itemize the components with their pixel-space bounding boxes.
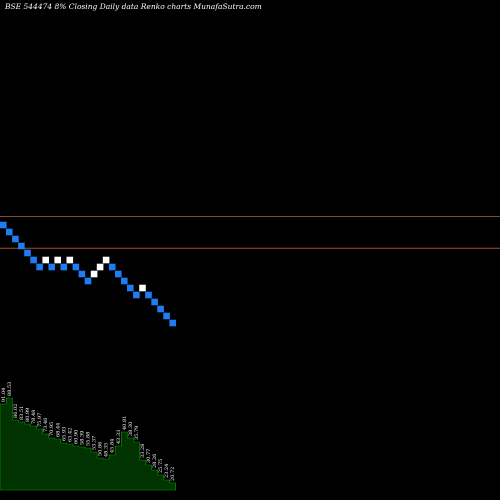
volume-label-27: 23.24: [164, 464, 170, 478]
brick-17: [102, 256, 110, 264]
volume-label-9: 68.44: [55, 423, 61, 437]
volume-label-14: 55.88: [86, 432, 92, 446]
reference-lines: [0, 216, 500, 249]
volume-label-26: 25.75: [158, 459, 164, 473]
brick-14: [84, 277, 92, 285]
volume-label-25: 28.26: [152, 454, 158, 468]
brick-15: [90, 270, 98, 278]
brick-5: [30, 256, 37, 264]
volume-label-15: 53.37: [92, 436, 98, 450]
volume-label-12: 60.90: [73, 430, 79, 444]
volume-label-11: 63.42: [67, 428, 73, 442]
brick-8: [48, 263, 55, 271]
volume-label-1: 88.53: [7, 382, 13, 396]
volume-label-22: 35.79: [134, 426, 140, 440]
brick-20: [121, 277, 128, 285]
renko-bricks: [0, 221, 176, 327]
volume-label-0: 91.04: [1, 388, 7, 402]
brick-19: [115, 270, 122, 278]
volume-label-4: 80.99: [25, 408, 31, 422]
brick-7: [42, 256, 49, 264]
volume-label-8: 70.95: [49, 422, 55, 436]
brick-4: [24, 249, 31, 257]
volume-label-24: 30.77: [146, 449, 152, 463]
brick-25: [151, 298, 158, 306]
brick-28: [169, 319, 176, 327]
brick-18: [108, 263, 116, 271]
volume-area-path: [0, 397, 176, 491]
volume-label-18: 45.84: [110, 439, 116, 453]
volume-label-10: 65.93: [61, 427, 67, 441]
volume-labels: 91.04 88.53 86.02 83.51 80.99 78.48 75.97 73.46…: [1, 382, 176, 481]
brick-23: [139, 284, 146, 292]
volume-label-23: 33.28: [140, 444, 146, 458]
brick-9: [54, 256, 61, 264]
volume-area: [0, 397, 176, 491]
volume-label-2: 86.02: [13, 404, 19, 418]
brick-10: [60, 263, 68, 271]
volume-label-20: 40.81: [122, 416, 128, 430]
brick-11: [66, 256, 74, 264]
volume-label-21: 38.30: [128, 422, 134, 436]
brick-27: [163, 312, 170, 320]
brick-2: [12, 235, 19, 243]
chart-title: BSE 544474 8% Closing Daily data Renko c…: [4, 2, 262, 11]
volume-label-13: 58.39: [79, 431, 85, 445]
brick-24: [145, 291, 152, 299]
brick-0: [0, 221, 7, 229]
volume-label-16: 50.86: [98, 442, 104, 456]
brick-12: [72, 263, 80, 271]
volume-label-17: 48.35: [104, 443, 110, 457]
brick-3: [18, 242, 25, 250]
brick-16: [96, 263, 104, 271]
volume-label-6: 75.97: [37, 413, 43, 427]
volume-label-7: 73.46: [43, 418, 49, 432]
brick-21: [127, 284, 134, 292]
brick-1: [6, 228, 13, 236]
volume-label-28: 20.72: [170, 467, 176, 481]
brick-26: [157, 305, 164, 313]
volume-label-5: 78.48: [31, 410, 37, 424]
brick-6: [36, 263, 43, 271]
volume-label-3: 83.51: [19, 406, 25, 420]
brick-13: [78, 270, 86, 278]
volume-label-19: 43.33: [116, 430, 122, 444]
brick-22: [133, 291, 140, 299]
